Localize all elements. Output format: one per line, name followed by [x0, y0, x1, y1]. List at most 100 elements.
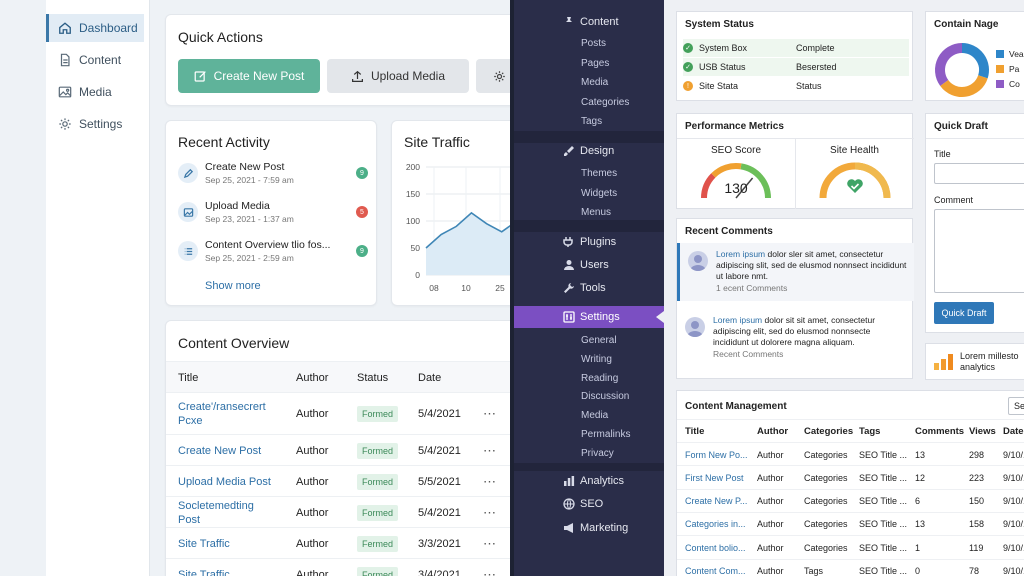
sidebar-subitem-permalinks[interactable]: Permalinks: [581, 429, 631, 440]
quick-actions-card: Quick Actions Create New Post Upload Med…: [165, 14, 512, 106]
column-header[interactable]: Date: [418, 371, 442, 384]
sidebar-subitem-media[interactable]: Media: [581, 77, 609, 88]
sidebar-item-content[interactable]: Content: [514, 11, 664, 33]
row-actions-menu[interactable]: ⋯: [483, 442, 497, 458]
table-row[interactable]: Socletemedting Post Author Formed 5/4/2021 ⋯: [166, 496, 512, 527]
post-title-link[interactable]: Site Traffic: [178, 537, 230, 550]
sidebar-subitem-themes[interactable]: Themes: [581, 168, 618, 179]
sidebar-subitem-writing[interactable]: Writing: [581, 353, 612, 365]
row-actions-menu[interactable]: ⋯: [483, 504, 497, 520]
show-more-link[interactable]: Show more: [205, 280, 261, 292]
post-author: Author: [296, 444, 329, 457]
quick-draft-button[interactable]: Quick Draft: [934, 302, 994, 324]
create-new-post-button[interactable]: Create New Post: [178, 59, 320, 93]
column-header[interactable]: Title: [685, 426, 705, 437]
sidebar-subitem-general[interactable]: General: [581, 335, 617, 346]
row-actions-menu[interactable]: ⋯: [483, 406, 497, 421]
activity-item[interactable]: Content Overview tlio fos... Sep 25, 202…: [178, 239, 368, 273]
sidebar-item-design[interactable]: Design: [514, 140, 664, 162]
post-title-link[interactable]: Categories in...: [685, 519, 746, 530]
sidebar-item-tools[interactable]: Tools: [514, 277, 664, 299]
post-author: Author: [296, 506, 329, 519]
table-row[interactable]: Categories in... Author Categories SEO Titl…: [677, 511, 1024, 535]
cell-author: Author: [757, 566, 784, 576]
post-title-link[interactable]: Create New P...: [685, 496, 748, 507]
post-title-link[interactable]: Upload Media Post: [178, 475, 271, 488]
column-header[interactable]: Author: [757, 426, 789, 437]
y-tick-label: 150: [406, 189, 420, 199]
table-row[interactable]: First New Post Author Categories SEO Title …: [677, 465, 1024, 488]
analytics-widget[interactable]: Lorem millesto analytics: [925, 343, 1024, 380]
gauge-needle: [735, 177, 754, 199]
status-badge: Formed: [357, 504, 399, 521]
cell-views: 298: [969, 449, 985, 460]
admin-sidebar: Content Design Plugins Users Tools Settings An…: [514, 0, 664, 576]
column-header[interactable]: Tags: [859, 426, 881, 437]
sidebar-subitem-discussion[interactable]: Discussion: [581, 391, 630, 403]
column-header[interactable]: Categories: [804, 426, 854, 437]
cell-author: Author: [757, 542, 784, 553]
row-actions-menu[interactable]: ⋯: [483, 535, 497, 551]
sidebar-subitem-reading[interactable]: Reading: [581, 372, 619, 384]
sidebar-subitem-tags[interactable]: Tags: [581, 116, 603, 127]
post-title-link[interactable]: Form New Po...: [685, 449, 748, 460]
table-row[interactable]: Site Traffic Author Fermed 3/3/2021 ⋯: [166, 527, 512, 558]
activity-item[interactable]: Upload Media Sep 23, 2021 - 1:37 am 5: [178, 200, 368, 234]
sidebar-item-label: Settings: [580, 311, 620, 323]
row-actions-menu[interactable]: ⋯: [483, 566, 497, 576]
cell-tags: SEO Title ...: [859, 472, 908, 483]
system-status-card: System Status ✓ System Box Complete ✓ USB St…: [676, 11, 913, 101]
column-header[interactable]: Title: [178, 371, 199, 384]
table-row[interactable]: Create New Post Author Formed 5/4/2021 ⋯: [166, 434, 512, 465]
comment-item[interactable]: Lorem ipsum dolor sit sit amet, consecte…: [677, 309, 914, 367]
sidebar-subitem-posts[interactable]: Posts: [581, 38, 607, 49]
sidebar-item-settings[interactable]: Settings: [514, 306, 664, 328]
comment-item[interactable]: Lorem ipsum dolor sler sit amet, consect…: [677, 243, 914, 301]
table-row[interactable]: Site Traffic Author Formed 3/4/2021 ⋯: [166, 558, 512, 576]
column-header[interactable]: Author: [296, 371, 329, 384]
table-row[interactable]: Form New Po... Author Categories SEO Title …: [677, 442, 1024, 465]
activity-item[interactable]: Create New Post Sep 25, 2021 - 7:59 am 9: [178, 161, 368, 195]
post-title-link[interactable]: Socletemedting Post: [178, 499, 254, 526]
table-row[interactable]: Create'/ransecrert Pcxe Author Formed 5/4/2…: [166, 392, 512, 434]
table-row[interactable]: Create New P... Author Categories SEO Title…: [677, 488, 1024, 512]
comment-author[interactable]: Lorem ipsum: [713, 315, 763, 325]
upload-media-button[interactable]: Upload Media: [327, 59, 469, 93]
sidebar-item-content[interactable]: Content: [46, 46, 144, 74]
post-title-link[interactable]: Create'/ransecrert Pcxe: [178, 401, 266, 427]
column-header[interactable]: Date: [1003, 426, 1024, 437]
sidebar-subitem-menus[interactable]: Menus: [581, 207, 612, 218]
settings-quick-button[interactable]: [476, 59, 512, 93]
sidebar-subitem-privacy[interactable]: Privacy: [581, 447, 614, 459]
sidebar-item-analytics[interactable]: Analytics: [514, 470, 664, 492]
status-value: Status: [796, 81, 822, 91]
column-header[interactable]: Comments: [915, 426, 965, 437]
column-header[interactable]: Views: [969, 426, 996, 437]
post-title-link[interactable]: Site Traffic: [178, 568, 230, 576]
sidebar-item-marketing[interactable]: Marketing: [514, 517, 664, 539]
sidebar-item-seo[interactable]: SEO: [514, 493, 664, 515]
comment-author[interactable]: Lorem ipsum: [716, 249, 766, 259]
search-input[interactable]: Se: [1008, 397, 1024, 415]
draft-comment-textarea[interactable]: [934, 209, 1024, 293]
column-header[interactable]: Status: [357, 371, 389, 384]
sidebar-item-plugins[interactable]: Plugins: [514, 231, 664, 253]
post-title-link[interactable]: Create New Post: [178, 444, 262, 457]
post-title-link[interactable]: Content bolio...: [685, 542, 746, 553]
sidebar-item-dashboard[interactable]: Dashboard: [46, 14, 144, 42]
sidebar-subitem-media[interactable]: Media: [581, 410, 609, 422]
sidebar-subitem-widgets[interactable]: Widgets: [581, 187, 618, 199]
table-row[interactable]: Content bolio... Author Categories SEO Titl…: [677, 535, 1024, 558]
post-title-link[interactable]: Content Com...: [685, 566, 746, 576]
sidebar-item-users[interactable]: Users: [514, 254, 664, 276]
draft-title-input[interactable]: [934, 163, 1024, 184]
sidebar-item-settings[interactable]: Settings: [46, 110, 144, 138]
sidebar-item-media[interactable]: Media: [46, 78, 144, 106]
row-actions-menu[interactable]: ⋯: [483, 473, 497, 489]
table-row[interactable]: Content Com... Author Tags SEO Title ... 0 78…: [677, 558, 1024, 576]
post-title-link[interactable]: First New Post: [685, 472, 744, 483]
comment-text: dolor sit sit amet, consectetur adipisci…: [713, 315, 876, 347]
sidebar-subitem-categories[interactable]: Categories: [581, 96, 630, 108]
sidebar-subitem-pages[interactable]: Pages: [581, 57, 610, 69]
table-row[interactable]: Upload Media Post Author Formed 5/5/2021 ⋯: [166, 465, 512, 496]
